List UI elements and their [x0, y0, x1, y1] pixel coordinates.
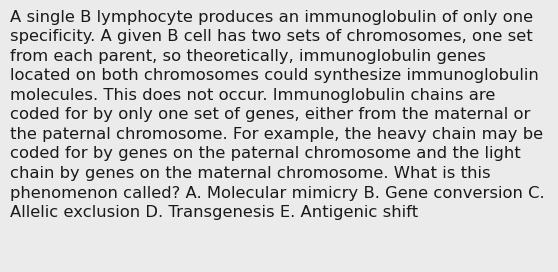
Text: A single B lymphocyte produces an immunoglobulin of only one
specificity. A give: A single B lymphocyte produces an immuno…	[10, 10, 545, 220]
